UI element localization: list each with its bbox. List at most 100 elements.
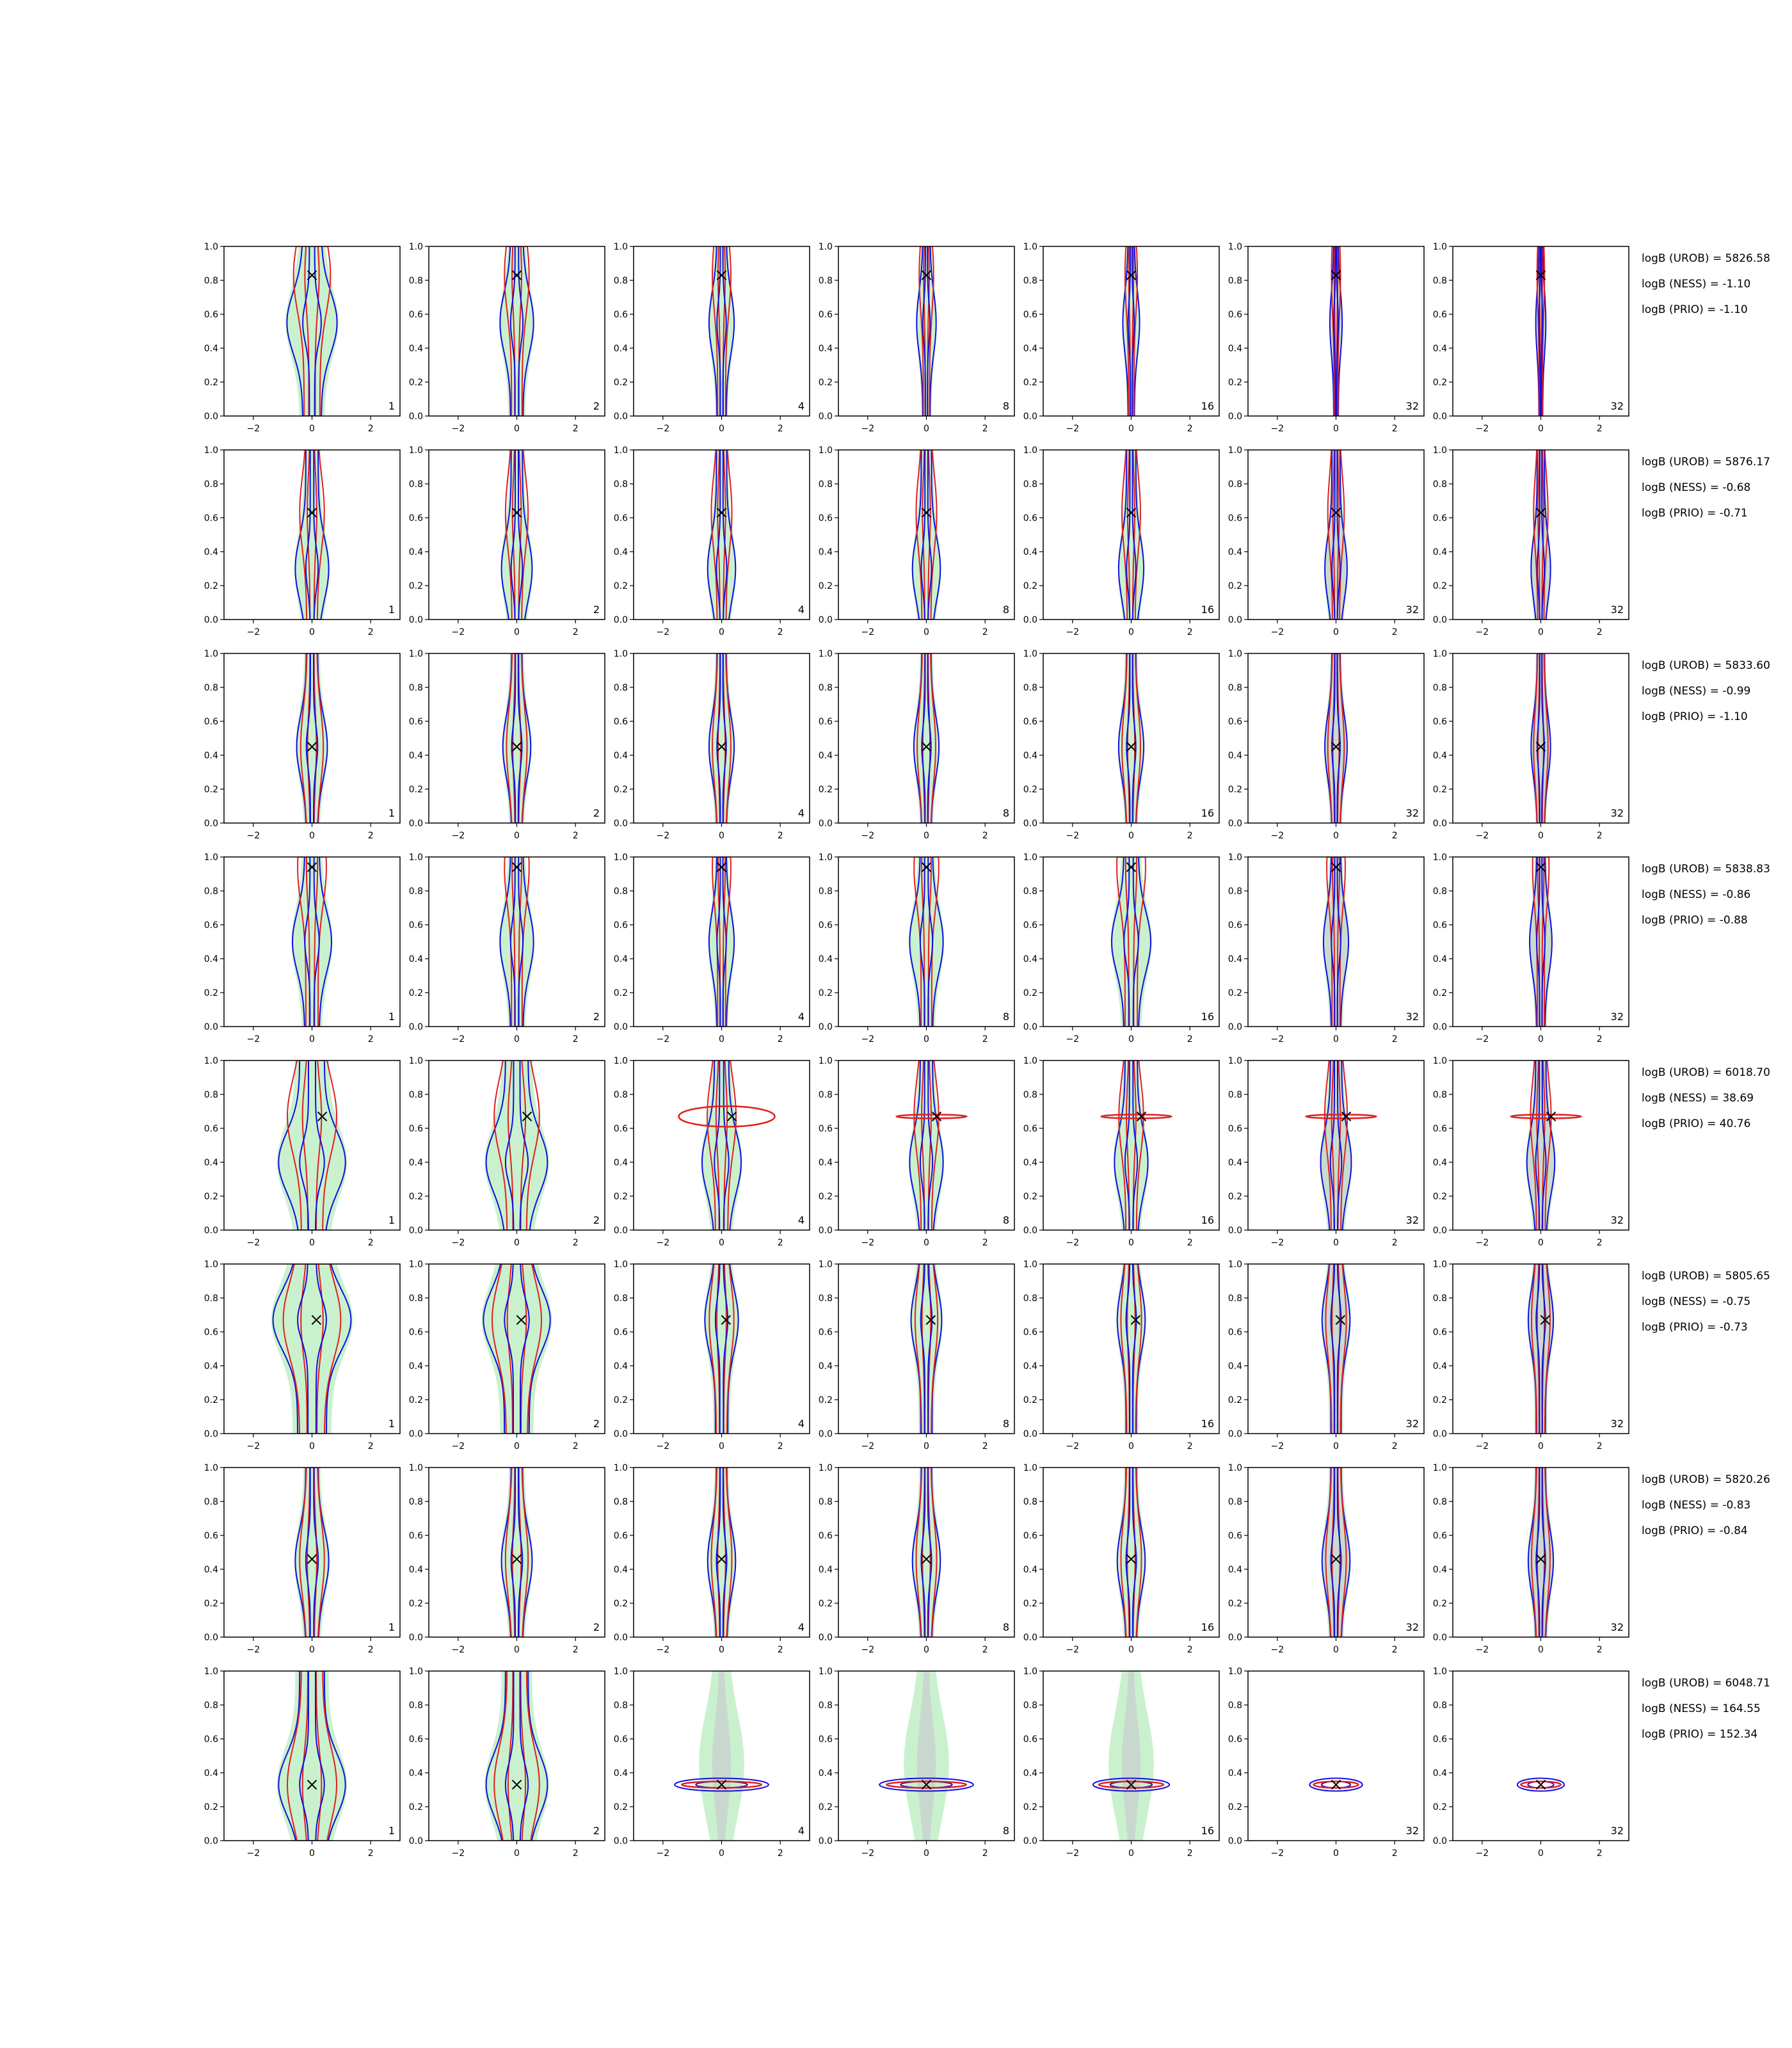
y-tick-label: 0.0 — [819, 819, 833, 829]
y-tick-label: 1.0 — [409, 852, 423, 863]
true-value-marker — [716, 742, 727, 752]
true-value-marker — [716, 270, 727, 280]
contour-blue — [1324, 653, 1348, 823]
y-tick-label: 0.8 — [409, 1497, 423, 1507]
true-value-marker — [307, 742, 317, 752]
y-tick-label: 0.6 — [1433, 1531, 1447, 1541]
contour-blue-inner — [1331, 653, 1341, 823]
contour-blue — [1092, 1777, 1171, 1792]
y-tick-label: 0.4 — [204, 344, 218, 354]
y-tick-label: 0.4 — [1228, 954, 1242, 964]
y-tick-label: 0.0 — [819, 1836, 833, 1846]
x-tick-label: 0 — [1333, 1238, 1339, 1248]
y-tick-label: 0.8 — [1228, 1497, 1242, 1507]
corner-label: 32 — [1611, 604, 1624, 616]
contour-blue-inner — [919, 1060, 934, 1230]
subplot-r3-c6: −2 0 2 0.0 0.2 0.4 0.6 0.8 1.0 32 — [1228, 649, 1425, 841]
x-tick-label: 2 — [573, 1238, 579, 1248]
true-value-marker — [522, 1111, 532, 1122]
contour-red — [1325, 1468, 1347, 1637]
y-tick-label: 1.0 — [614, 1463, 628, 1473]
x-tick-label: 2 — [1187, 831, 1193, 841]
true-value-marker — [1331, 270, 1341, 280]
y-tick-label: 1.0 — [1433, 1056, 1447, 1066]
contour-blue-inner — [921, 653, 932, 823]
subplot-r5-c3: −2 0 2 0.0 0.2 0.4 0.6 0.8 1.0 4 — [614, 1056, 810, 1248]
contour-blue-inner — [1123, 857, 1139, 1027]
y-tick-label: 0.8 — [409, 479, 423, 490]
corner-label: 4 — [798, 807, 804, 819]
y-tick-label: 0.0 — [409, 1429, 423, 1439]
y-tick-label: 1.0 — [1433, 1667, 1447, 1677]
y-tick-label: 0.6 — [614, 1531, 628, 1541]
contour-blue-inner — [1125, 1468, 1137, 1637]
contour-blue — [909, 857, 944, 1027]
contour-red — [493, 1671, 540, 1841]
annotation-row-6: logB (UROB) = 5805.65 logB (NESS) = -0.75… — [1642, 1270, 1770, 1334]
true-value-marker — [511, 270, 522, 280]
x-tick-label: 0 — [1128, 1034, 1134, 1044]
y-tick-label: 0.8 — [409, 886, 423, 897]
logb-annotation: logB (NESS) = -1.10 — [1642, 278, 1750, 291]
logb-annotation: logB (NESS) = -0.68 — [1642, 481, 1750, 494]
contour-red-inner — [301, 1060, 323, 1230]
contour-red — [913, 1060, 940, 1230]
y-tick-label: 0.2 — [1228, 1395, 1242, 1405]
x-tick-label: −2 — [861, 831, 875, 841]
subplot-r3-c1: −2 0 2 0.0 0.2 0.4 0.6 0.8 1.0 1 — [204, 649, 401, 841]
x-tick-label: 2 — [573, 831, 579, 841]
y-tick-label: 0.8 — [819, 1090, 833, 1100]
y-tick-label: 0.0 — [614, 1633, 628, 1643]
subplot-r8-c5: −2 0 2 0.0 0.2 0.4 0.6 0.8 1.0 16 — [1023, 1667, 1220, 1859]
subplot-r7-c1: −2 0 2 0.0 0.2 0.4 0.6 0.8 1.0 1 — [204, 1463, 401, 1655]
x-tick-label: 0 — [924, 1441, 929, 1452]
posterior-fill — [1324, 857, 1348, 1027]
subplot-r2-c7: −2 0 2 0.0 0.2 0.4 0.6 0.8 1.0 32 — [1433, 445, 1629, 637]
y-tick-label: 1.0 — [409, 242, 423, 252]
corner-label: 32 — [1406, 400, 1419, 412]
logb-annotation: logB (UROB) = 5826.58 — [1642, 252, 1770, 265]
y-tick-label: 0.0 — [409, 1836, 423, 1846]
contour-red — [1120, 1468, 1142, 1637]
y-tick-label: 0.8 — [819, 1700, 833, 1711]
y-tick-label: 0.2 — [614, 1599, 628, 1609]
x-tick-label: 0 — [309, 424, 315, 434]
y-tick-label: 0.2 — [614, 1192, 628, 1202]
contour-red-inner — [1537, 857, 1545, 1027]
density-fill — [500, 450, 533, 620]
corner-label: 1 — [388, 1825, 395, 1837]
x-tick-label: −2 — [1066, 627, 1080, 637]
y-tick-label: 0.0 — [409, 1226, 423, 1236]
contour-blue — [1530, 450, 1551, 620]
contour-red-inner — [921, 1060, 932, 1230]
y-tick-label: 1.0 — [204, 1667, 218, 1677]
x-tick-label: 0 — [514, 1441, 520, 1452]
x-tick-label: 0 — [1333, 1848, 1339, 1859]
contour-red — [282, 1264, 342, 1434]
y-tick-label: 0.8 — [1023, 1090, 1037, 1100]
y-tick-label: 1.0 — [1023, 852, 1037, 863]
y-tick-label: 0.0 — [204, 1429, 218, 1439]
y-tick-label: 1.0 — [204, 852, 218, 863]
contour-blue — [286, 246, 338, 416]
subplot-r8-c4: −2 0 2 0.0 0.2 0.4 0.6 0.8 1.0 8 — [819, 1667, 1015, 1859]
x-tick-label: 0 — [309, 627, 315, 637]
contour-blue-inner — [920, 450, 932, 620]
x-tick-label: 2 — [982, 1848, 988, 1859]
corner-label: 16 — [1201, 1214, 1214, 1226]
contour-red-inner — [1126, 1264, 1136, 1434]
x-tick-label: −2 — [861, 627, 875, 637]
y-tick-label: 0.0 — [614, 615, 628, 625]
x-tick-label: −2 — [1271, 1848, 1284, 1859]
true-value-marker — [1331, 862, 1341, 872]
contour-red-inner — [1332, 450, 1340, 620]
contour-blue-inner — [920, 1468, 932, 1637]
subplot-r3-c3: −2 0 2 0.0 0.2 0.4 0.6 0.8 1.0 4 — [614, 649, 810, 841]
true-value-marker — [921, 862, 932, 872]
corner-label: 2 — [593, 1214, 600, 1226]
y-tick-label: 0.8 — [1433, 1293, 1447, 1304]
y-tick-label: 0.6 — [819, 1531, 833, 1541]
y-tick-label: 1.0 — [204, 242, 218, 252]
contour-blue-inner — [302, 246, 322, 416]
contour-blue-inner — [1333, 246, 1339, 416]
